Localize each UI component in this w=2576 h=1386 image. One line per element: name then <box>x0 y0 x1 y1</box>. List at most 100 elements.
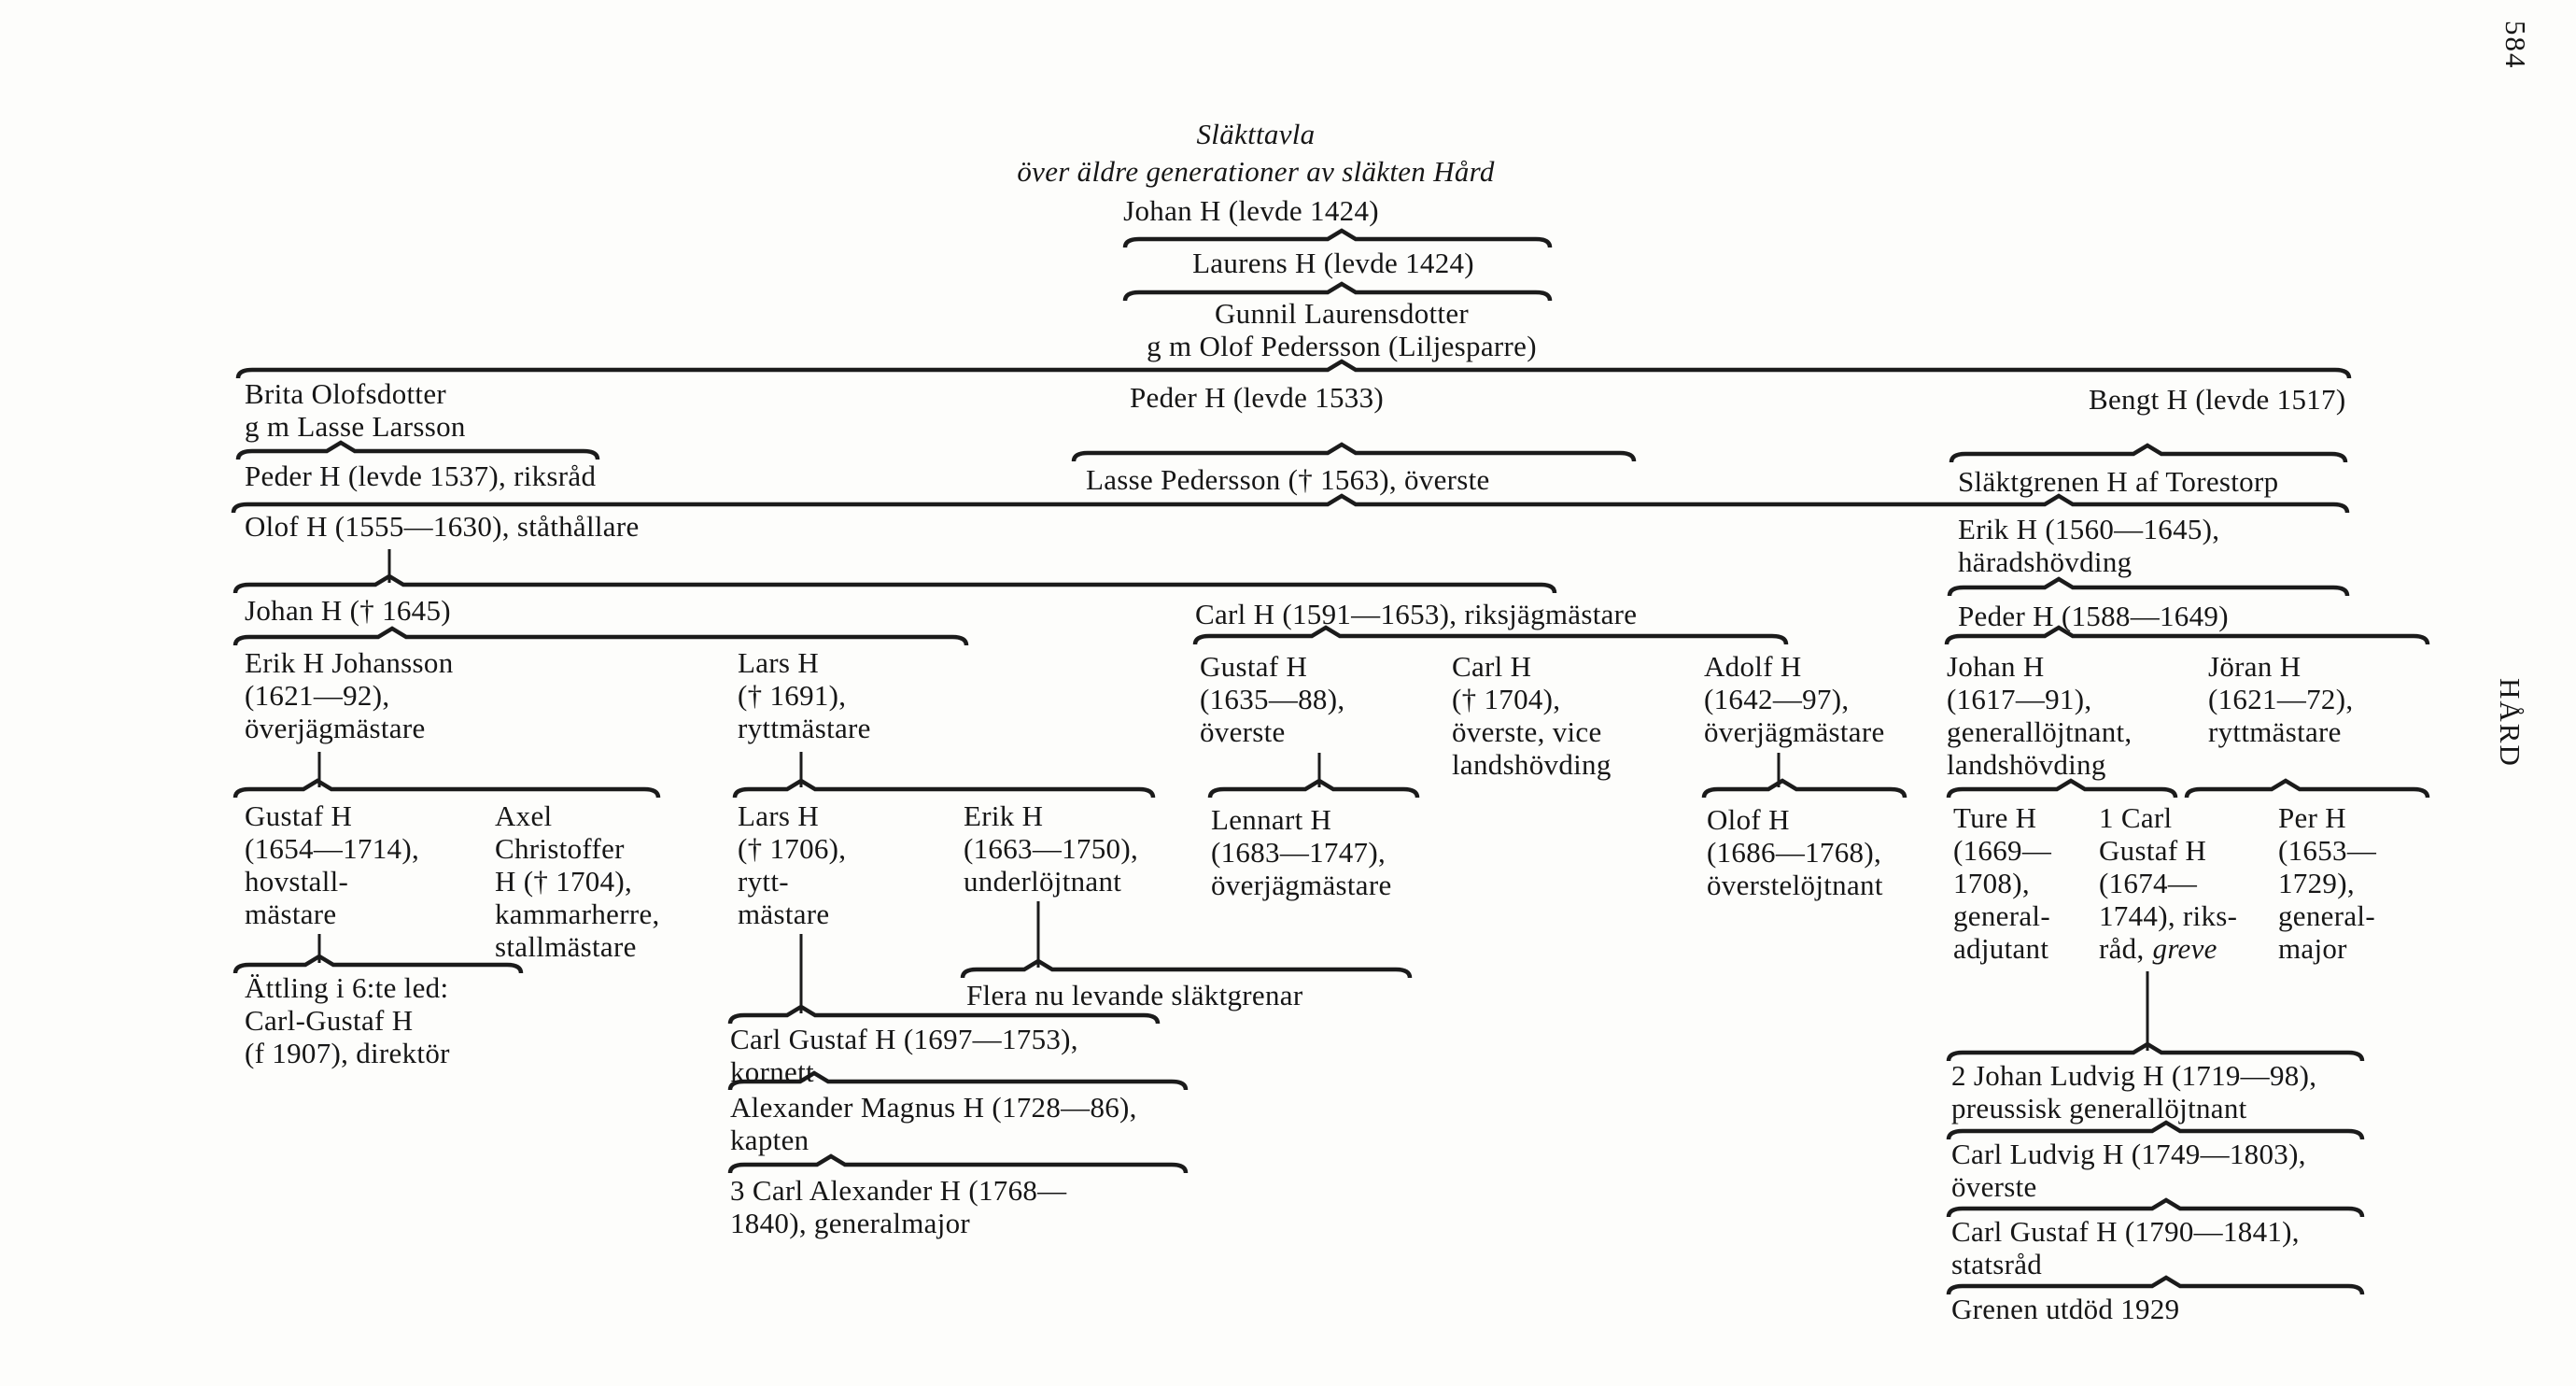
person-johan-ludvig: 2 Johan Ludvig H (1719—98), preussisk ge… <box>1951 1059 2316 1124</box>
person-line: (1621—72), <box>2208 683 2354 715</box>
person-line: ryttmästare <box>2208 715 2342 748</box>
person-line: preussisk generallöjtnant <box>1951 1092 2247 1124</box>
person-line: kornett <box>730 1055 814 1088</box>
person-line: häradshövding <box>1958 545 2133 578</box>
person-line: 2 Johan Ludvig H (1719—98), <box>1951 1059 2317 1092</box>
person-gustaf-1654: Gustaf H (1654—1714), hovstall- mästare <box>245 799 419 930</box>
title-line: Släkttavla <box>1196 118 1316 150</box>
descent-bracket <box>727 1153 1189 1174</box>
person-line: Alexander Magnus H (1728—86), <box>730 1091 1137 1124</box>
person-line: (1683—1747), <box>1211 836 1386 869</box>
page-number: 584 <box>2499 21 2532 70</box>
person-line: Axel <box>495 799 553 832</box>
person-line: överstelöjtnant <box>1707 869 1883 901</box>
person-per-1653: Per H (1653— 1729), general- major <box>2278 801 2376 965</box>
person-bengt-1517: Bengt H (levde 1517) <box>2089 383 2345 416</box>
person-lasse-pedersson: Lasse Pedersson († 1563), överste <box>1086 463 1490 496</box>
person-line: överste, vice <box>1452 715 1602 748</box>
descent-bracket <box>1946 778 2178 799</box>
person-line: Carl Gustaf H (1697—1753), <box>730 1023 1078 1055</box>
person-line: Johan H <box>1947 650 2045 683</box>
descent-bracket <box>1192 625 1789 645</box>
table-subtitle: över äldre generationer av släkten Hård <box>1017 155 1494 188</box>
person-line: (1686—1768), <box>1707 836 1881 869</box>
subtitle-line: över äldre generationer av släkten Hård <box>1017 155 1495 188</box>
person-line: Olof H <box>1707 803 1790 836</box>
descent-bracket <box>732 778 1156 799</box>
person-line: general- <box>2278 899 2375 932</box>
person-line: Christoffer <box>495 832 625 865</box>
person-line: överjägmästare <box>1704 715 1885 748</box>
person-lennart-1683: Lennart H (1683—1747), överjägmästare <box>1211 803 1392 901</box>
descent-bracket <box>1122 228 1553 248</box>
person-line: (f 1907), direktör <box>245 1037 450 1069</box>
person-line: mästare <box>245 898 337 930</box>
person-line: Per H <box>2278 801 2346 834</box>
person-line: mästare <box>738 898 830 930</box>
person-line: Lennart H <box>1211 803 1332 836</box>
person-peder-1537: Peder H (levde 1537), riksråd <box>245 460 596 492</box>
person-line: Lasse Pedersson († 1563), överste <box>1086 463 1490 496</box>
person-line: landshövding <box>1452 748 1612 781</box>
person-johan-1617: Johan H (1617—91), generallöjtnant, land… <box>1947 650 2132 781</box>
person-line: överjägmästare <box>1211 869 1392 901</box>
descent-bracket <box>1946 1275 2365 1295</box>
descent-bracket <box>1701 778 1907 799</box>
title-greve: greve <box>2152 932 2217 965</box>
person-line: Erik H (1560—1645), <box>1958 513 2220 545</box>
person-line: stallmästare <box>495 930 637 963</box>
person-joran-1621: Jöran H (1621—72), ryttmästare <box>2208 650 2353 748</box>
person-line: (1669— <box>1953 834 2052 867</box>
person-erik-johansson: Erik H Johansson (1621—92), överjägmästa… <box>245 646 454 744</box>
person-line: Laurens H (levde 1424) <box>1192 247 1474 279</box>
person-line: kapten <box>730 1124 809 1156</box>
person-line: Olof H (1555—1630), ståthållare <box>245 510 640 543</box>
person-peder-1533: Peder H (levde 1533) <box>1130 381 1384 414</box>
descent-bracket <box>232 573 1557 594</box>
person-line: general- <box>1953 899 2050 932</box>
person-line: Peder H (levde 1533) <box>1130 381 1384 414</box>
person-line: överjägmästare <box>245 712 426 744</box>
person-line: kammarherre, <box>495 898 660 930</box>
descent-bracket <box>1947 576 2350 597</box>
person-line: (1642—97), <box>1704 683 1850 715</box>
descent-bracket <box>1946 1120 2365 1140</box>
person-line: Grenen utdöd 1929 <box>1951 1293 2180 1325</box>
note-living-branches: Flera nu levande släktgrenar <box>966 979 1302 1011</box>
person-axel-christoffer: Axel Christoffer H († 1704), kammarherre… <box>495 799 660 963</box>
person-line: överste <box>1951 1170 2037 1203</box>
person-line: (1654—1714), <box>245 832 419 865</box>
running-head: HÅRD <box>2494 678 2527 768</box>
person-line: Lars H <box>738 799 820 832</box>
person-line: ryttmästare <box>738 712 871 744</box>
person-line: Flera nu levande släktgrenar <box>966 979 1303 1011</box>
person-line: (1674— <box>2099 867 2198 899</box>
person-line: Ättling i 6:te led: <box>245 971 449 1004</box>
person-line: landshövding <box>1947 748 2106 781</box>
person-olof-1686: Olof H (1686—1768), överstelöjtnant <box>1707 803 1883 901</box>
descent-bracket <box>1946 1197 2365 1218</box>
person-line: Bengt H (levde 1517) <box>2089 383 2346 416</box>
person-peder-1588: Peder H (1588—1649) <box>1958 600 2229 632</box>
person-line: Gunnil Laurensdotter <box>1214 297 1469 330</box>
descent-bracket <box>232 626 969 646</box>
person-line: rytt- <box>738 865 789 898</box>
person-line: H († 1704), <box>495 865 633 898</box>
person-carl-1591: Carl H (1591—1653), riksjägmästare <box>1195 598 1637 630</box>
person-line: Gustaf H <box>245 799 353 832</box>
person-line: († 1706), <box>738 832 847 865</box>
person-line: hovstall- <box>245 865 349 898</box>
descent-bracket <box>1207 778 1420 799</box>
person-line: (1635—88), <box>1200 683 1345 715</box>
descent-bracket <box>960 958 1413 979</box>
person-line: Carl H (1591—1653), riksjägmästare <box>1195 598 1638 630</box>
person-line: Peder H (1588—1649) <box>1958 600 2229 632</box>
person-carl-gustaf-1674: 1 Carl Gustaf H (1674— 1744), riks- råd,… <box>2099 801 2237 965</box>
person-carl-ludvig: Carl Ludvig H (1749—1803), överste <box>1951 1138 2306 1203</box>
person-alexander-magnus: Alexander Magnus H (1728—86), kapten <box>730 1091 1137 1156</box>
person-carl-1704: Carl H († 1704), överste, vice landshövd… <box>1452 650 1612 781</box>
person-line: Erik H Johansson <box>245 646 454 679</box>
person-line: 1744), riks- <box>2099 899 2238 932</box>
